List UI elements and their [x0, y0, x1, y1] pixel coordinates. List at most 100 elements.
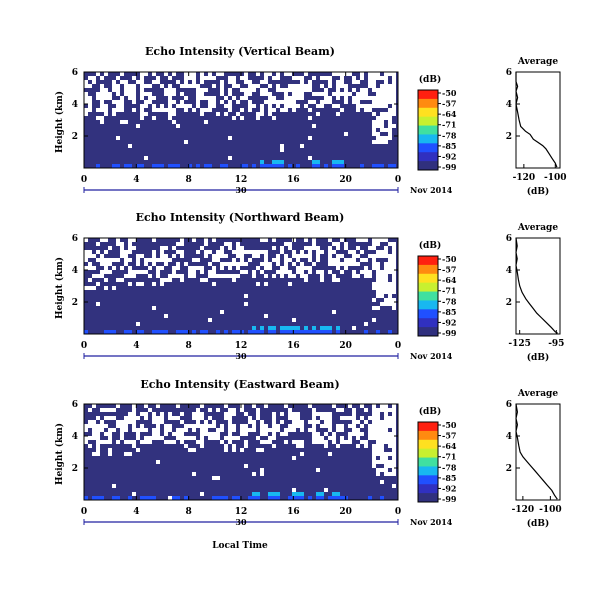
panel-vertical-beam: Echo Intensity (Vertical Beam) Height (k…: [54, 45, 567, 197]
echo-cell: [272, 492, 276, 496]
no-data-cell: [392, 84, 396, 88]
no-data-cell: [100, 120, 104, 124]
colorbar-tick-label: -78: [442, 296, 457, 306]
no-data-cell: [356, 96, 360, 100]
no-data-cell: [124, 92, 128, 96]
colorbar-tick-label: -85: [442, 307, 456, 317]
echo-cell: [328, 326, 332, 330]
no-data-cell: [356, 80, 360, 84]
no-data-cell: [296, 258, 300, 262]
no-data-cell: [332, 72, 336, 76]
no-data-cell: [152, 436, 156, 440]
x-tick-label: 16: [287, 175, 300, 185]
colorbar-swatch: [418, 318, 438, 328]
no-data-cell: [192, 424, 196, 428]
no-data-cell: [136, 322, 140, 326]
no-data-cell: [272, 108, 276, 112]
date-month-year-label: Nov 2014: [410, 185, 453, 195]
no-data-cell: [360, 424, 364, 428]
no-data-cell: [128, 270, 132, 274]
no-data-cell: [380, 290, 384, 294]
no-data-cell: [216, 112, 220, 116]
no-data-cell: [220, 84, 224, 88]
no-data-cell: [316, 412, 320, 416]
colorbar-unit: (dB): [419, 240, 441, 251]
colorbar-tick-label: -71: [442, 452, 456, 462]
no-data-cell: [292, 274, 296, 278]
no-data-cell: [224, 242, 228, 246]
no-data-cell: [124, 250, 128, 254]
no-data-cell: [372, 448, 376, 452]
no-data-cell: [144, 436, 148, 440]
no-data-cell: [372, 238, 376, 242]
echo-cell: [316, 160, 320, 164]
colorbar-swatch: [418, 457, 438, 467]
no-data-cell: [100, 428, 104, 432]
no-data-cell: [380, 274, 384, 278]
no-data-cell: [376, 444, 380, 448]
no-data-cell: [364, 92, 368, 96]
echo-cell: [100, 496, 104, 500]
heatmap-plot: [83, 403, 399, 501]
panel-title: Echo Intensity (Vertical Beam): [145, 45, 335, 58]
no-data-cell: [156, 108, 160, 112]
no-data-cell: [268, 84, 272, 88]
no-data-cell: [140, 72, 144, 76]
no-data-cell: [272, 420, 276, 424]
no-data-cell: [332, 250, 336, 254]
no-data-cell: [372, 424, 376, 428]
no-data-cell: [360, 92, 364, 96]
no-data-cell: [372, 408, 376, 412]
no-data-cell: [100, 408, 104, 412]
no-data-cell: [384, 104, 388, 108]
no-data-cell: [328, 238, 332, 242]
echo-cell: [280, 326, 284, 330]
no-data-cell: [276, 270, 280, 274]
echo-cell: [256, 330, 260, 334]
echo-cell: [316, 496, 320, 500]
no-data-cell: [344, 258, 348, 262]
x-axis-label: Local Time: [212, 541, 268, 551]
no-data-cell: [328, 452, 332, 456]
no-data-cell: [224, 112, 228, 116]
no-data-cell: [228, 76, 232, 80]
no-data-cell: [136, 436, 140, 440]
no-data-cell: [384, 92, 388, 96]
no-data-cell: [360, 440, 364, 444]
no-data-cell: [84, 84, 88, 88]
no-data-cell: [144, 258, 148, 262]
no-data-cell: [208, 432, 212, 436]
no-data-cell: [376, 100, 380, 104]
echo-cell: [216, 496, 220, 500]
echo-cell: [268, 330, 272, 334]
no-data-cell: [104, 278, 108, 282]
echo-cell: [108, 330, 112, 334]
echo-cell: [136, 330, 140, 334]
no-data-cell: [368, 436, 372, 440]
no-data-cell: [168, 76, 172, 80]
no-data-cell: [388, 452, 392, 456]
no-data-cell: [320, 416, 324, 420]
no-data-cell: [116, 278, 120, 282]
no-data-cell: [372, 436, 376, 440]
no-data-cell: [332, 440, 336, 444]
no-data-cell: [280, 100, 284, 104]
no-data-cell: [344, 246, 348, 250]
no-data-cell: [88, 444, 92, 448]
no-data-cell: [144, 412, 148, 416]
no-data-cell: [308, 246, 312, 250]
no-data-cell: [236, 242, 240, 246]
no-data-cell: [392, 404, 396, 408]
no-data-cell: [268, 72, 272, 76]
no-data-cell: [144, 156, 148, 160]
no-data-cell: [296, 96, 300, 100]
no-data-cell: [180, 250, 184, 254]
no-data-cell: [384, 460, 388, 464]
no-data-cell: [144, 100, 148, 104]
no-data-cell: [228, 246, 232, 250]
colorbar-swatch: [418, 309, 438, 319]
no-data-cell: [376, 96, 380, 100]
echo-cell: [288, 330, 292, 334]
no-data-cell: [292, 250, 296, 254]
no-data-cell: [376, 270, 380, 274]
